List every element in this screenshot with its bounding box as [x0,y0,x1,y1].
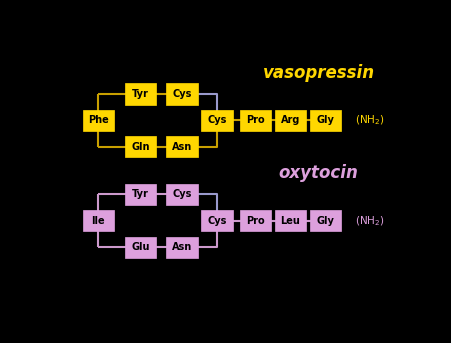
Text: Gly: Gly [317,115,335,126]
FancyBboxPatch shape [124,237,156,258]
Text: Tyr: Tyr [132,89,149,99]
Text: Gln: Gln [131,142,150,152]
Text: vasopressin: vasopressin [262,64,375,82]
Text: Cys: Cys [173,89,192,99]
Text: Cys: Cys [207,115,227,126]
Text: Cys: Cys [207,216,227,226]
Text: Gly: Gly [317,216,335,226]
Text: Phe: Phe [88,115,109,126]
FancyBboxPatch shape [83,110,114,131]
FancyBboxPatch shape [166,83,198,105]
FancyBboxPatch shape [202,110,233,131]
FancyBboxPatch shape [275,110,306,131]
FancyBboxPatch shape [83,210,114,231]
Text: Asn: Asn [172,242,192,252]
FancyBboxPatch shape [124,136,156,157]
Text: Cys: Cys [173,189,192,199]
FancyBboxPatch shape [240,210,272,231]
FancyBboxPatch shape [166,184,198,205]
Text: (NH$_2$): (NH$_2$) [355,214,385,227]
Text: Ile: Ile [92,216,105,226]
FancyBboxPatch shape [310,210,341,231]
FancyBboxPatch shape [202,210,233,231]
Text: Leu: Leu [281,216,300,226]
FancyBboxPatch shape [275,210,306,231]
FancyBboxPatch shape [240,110,272,131]
Text: Arg: Arg [281,115,300,126]
FancyBboxPatch shape [310,110,341,131]
FancyBboxPatch shape [166,237,198,258]
Text: Pro: Pro [246,216,265,226]
FancyBboxPatch shape [124,83,156,105]
Text: Glu: Glu [131,242,150,252]
FancyBboxPatch shape [124,184,156,205]
Text: Asn: Asn [172,142,192,152]
Text: Tyr: Tyr [132,189,149,199]
Text: Pro: Pro [246,115,265,126]
Text: (NH$_2$): (NH$_2$) [355,114,385,127]
FancyBboxPatch shape [166,136,198,157]
Text: oxytocin: oxytocin [279,164,359,182]
